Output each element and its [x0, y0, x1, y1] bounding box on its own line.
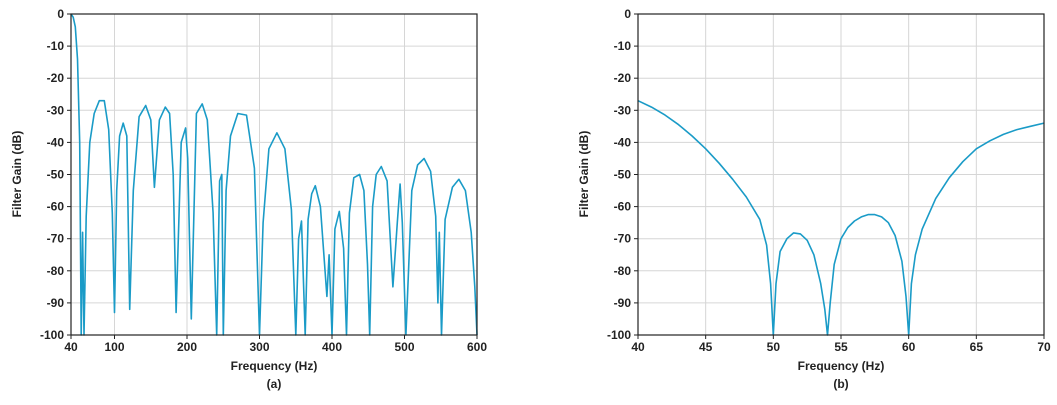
chart-a: 0 -10 -20 -30 -40 -50 -60 -70 -80 -90 -100 40 100 20…	[10, 7, 487, 391]
chart-b-y-tick-label: -70	[614, 232, 632, 246]
chart-a-y-tick-label: -100	[40, 328, 64, 342]
chart-b-y-ticks: 0 -10 -20 -30 -40 -50 -60 -70 -80 -90 -100	[607, 7, 638, 342]
chart-a-x-tick-label: 600	[467, 340, 487, 354]
chart-a-curve-layer	[70, 13, 478, 336]
chart-b-caption: (b)	[833, 377, 848, 391]
chart-b-y-tick-label: -90	[614, 296, 632, 310]
chart-b-curve-layer	[637, 99, 1045, 336]
chart-a-x-tick-label: 400	[322, 340, 342, 354]
chart-a-x-tick-label: 100	[104, 340, 124, 354]
chart-b-x-tick-label: 45	[699, 340, 713, 354]
chart-a-y-tick-label: 0	[57, 7, 64, 21]
chart-b-y-tick-label: -20	[614, 71, 632, 85]
chart-a-x-axis-label: Frequency (Hz)	[231, 359, 318, 373]
chart-a-y-tick-label: -70	[47, 232, 65, 246]
chart-a-y-tick-label: -20	[47, 71, 65, 85]
chart-a-y-axis-label: Filter Gain (dB)	[10, 131, 24, 218]
chart-a-y-tick-label: -30	[47, 103, 65, 117]
chart-a-x-tick-label: 500	[394, 340, 414, 354]
chart-a-y-tick-label: -50	[47, 168, 65, 182]
chart-a-y-tick-label: -60	[47, 200, 65, 214]
chart-b-x-tick-label: 55	[834, 340, 848, 354]
chart-b-x-tick-label: 50	[767, 340, 781, 354]
chart-b-y-tick-label: -40	[614, 135, 632, 149]
chart-b-x-tick-label: 60	[902, 340, 916, 354]
chart-a-y-tick-label: -40	[47, 135, 65, 149]
chart-b-x-axis-label: Frequency (Hz)	[798, 359, 885, 373]
chart-a-x-tick-label: 300	[249, 340, 269, 354]
chart-a-x-tick-label: 40	[64, 340, 78, 354]
chart-b-x-tick-label: 40	[631, 340, 645, 354]
chart-b-x-tick-label: 65	[970, 340, 984, 354]
chart-b-x-ticks: 40 45 50 55 60 65 70	[631, 335, 1051, 354]
chart-b-y-tick-label: 0	[624, 7, 631, 21]
chart-b-series-line	[637, 99, 1045, 336]
chart-b-y-tick-label: -80	[614, 264, 632, 278]
chart-b-grid	[637, 13, 1045, 336]
chart-a-y-tick-label: -80	[47, 264, 65, 278]
chart-b-y-tick-label: -100	[607, 328, 631, 342]
chart-b-y-tick-label: -50	[614, 168, 632, 182]
chart-b-y-tick-label: -30	[614, 103, 632, 117]
chart-a-y-tick-label: -90	[47, 296, 65, 310]
chart-b-x-tick-label: 70	[1037, 340, 1051, 354]
chart-a-caption: (a)	[267, 377, 282, 391]
chart-b-y-axis-label: Filter Gain (dB)	[577, 131, 591, 218]
chart-a-y-ticks: 0 -10 -20 -30 -40 -50 -60 -70 -80 -90 -100	[40, 7, 71, 342]
chart-a-series-line	[70, 13, 478, 336]
chart-a-x-ticks: 40 100 200 300 400 500 600	[64, 335, 487, 354]
chart-b-y-tick-label: -10	[614, 39, 632, 53]
chart-a-x-tick-label: 200	[177, 340, 197, 354]
chart-a-y-tick-label: -10	[47, 39, 65, 53]
chart-b-y-tick-label: -60	[614, 200, 632, 214]
chart-b: 0 -10 -20 -30 -40 -50 -60 -70 -80 -90 -100 40 45 50 5…	[577, 7, 1051, 391]
